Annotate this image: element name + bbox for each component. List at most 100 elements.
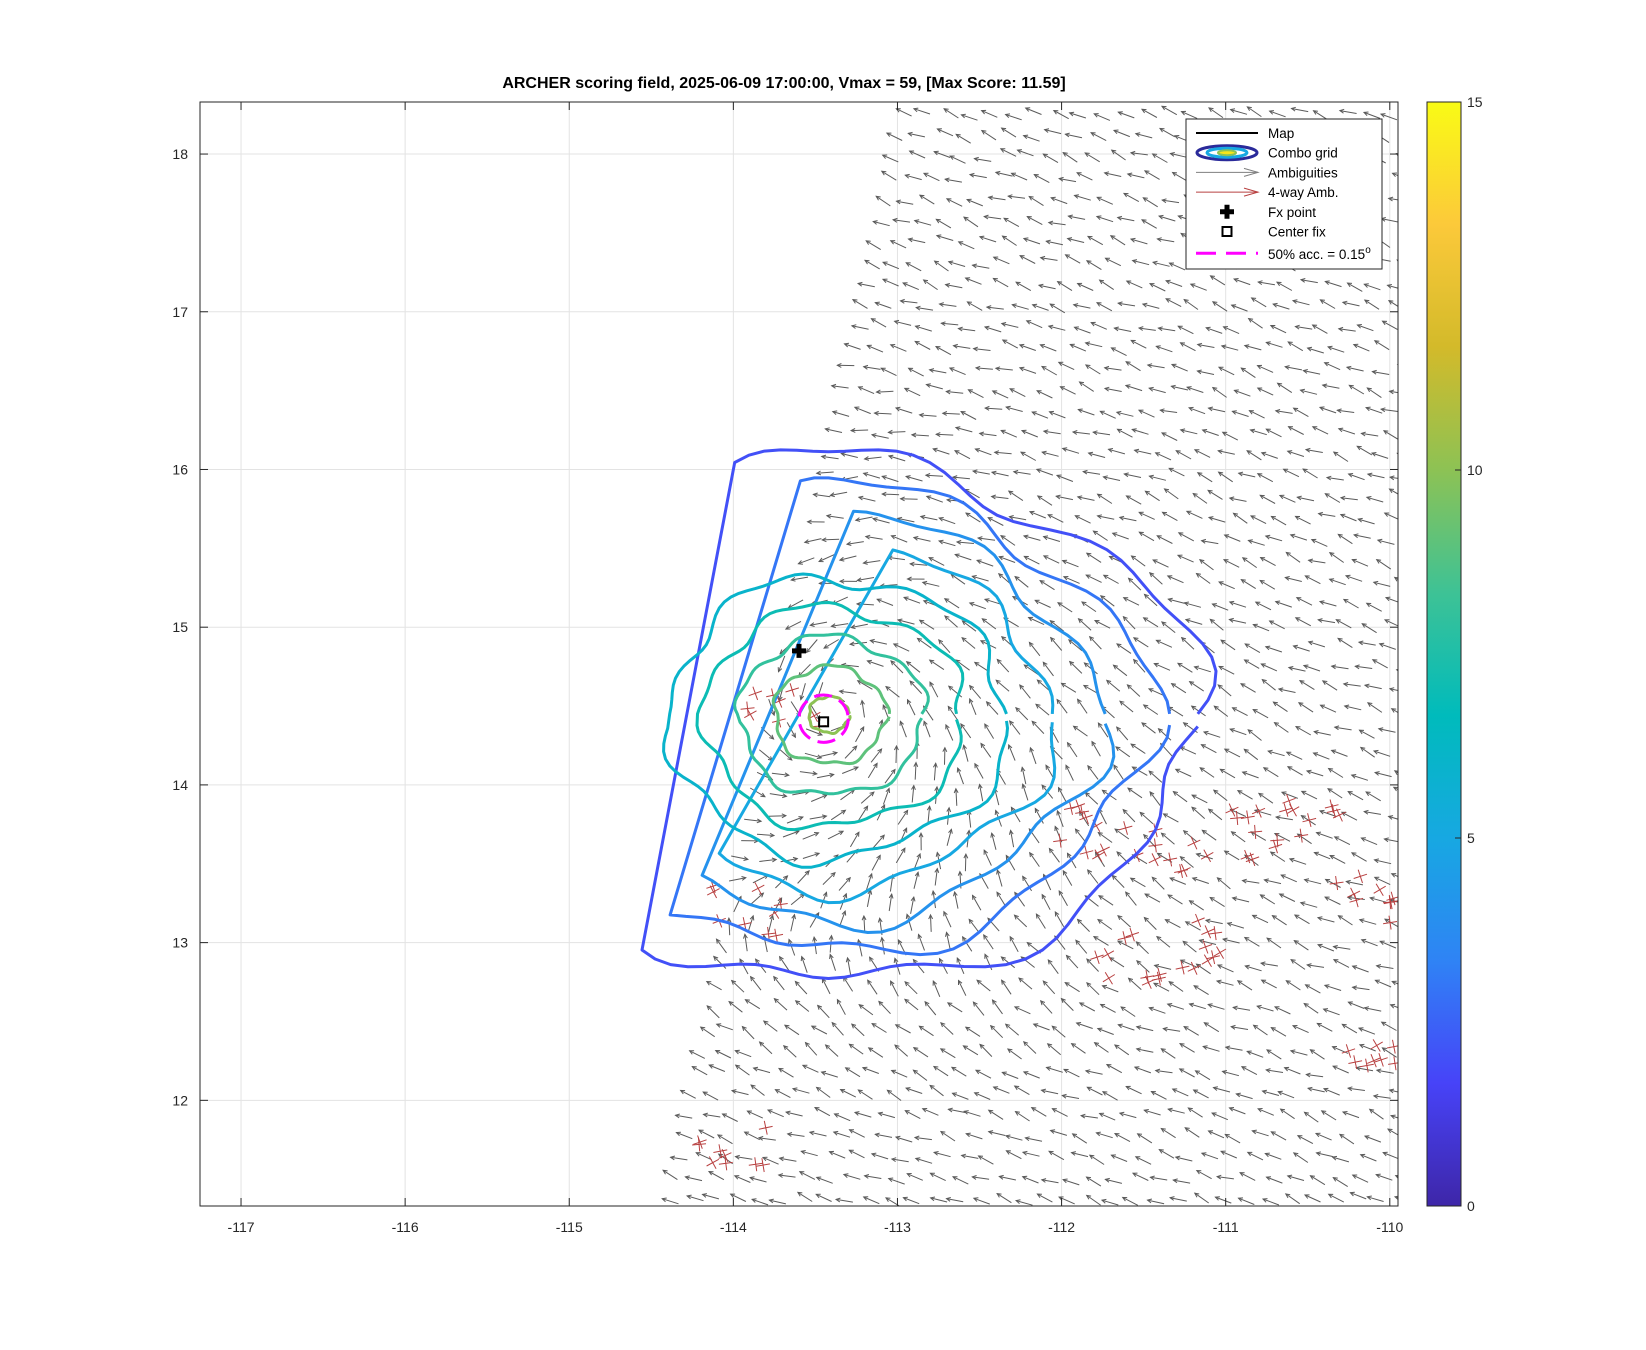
ambiguity-arrow	[1364, 811, 1381, 815]
ambiguity-arrow	[1220, 768, 1236, 779]
ambiguity-arrow	[1117, 915, 1131, 928]
ambiguity-arrowhead	[1357, 517, 1363, 523]
four-way-arrow	[1175, 965, 1190, 970]
ambiguity-arrow	[1305, 449, 1323, 453]
ambiguity-arrow	[787, 599, 804, 609]
ambiguity-arrow	[986, 306, 1004, 310]
ambiguity-arrow	[1306, 1074, 1324, 1078]
ambiguity-arrow	[751, 1198, 769, 1206]
ambiguity-arrow	[826, 515, 844, 519]
ambiguity-arrow	[847, 957, 852, 975]
ambiguity-arrowhead	[1095, 1131, 1101, 1137]
ambiguity-arrow	[1286, 551, 1301, 563]
ambiguity-arrow	[1325, 281, 1342, 288]
ambiguity-arrowhead	[990, 470, 997, 476]
ambiguity-arrow	[1162, 511, 1178, 522]
ambiguity-arrow	[1318, 619, 1336, 624]
ambiguity-arrow	[936, 218, 952, 229]
ambiguity-arrowhead	[1032, 1023, 1039, 1028]
ambiguity-arrowhead	[1303, 1111, 1309, 1117]
ambiguity-arrow	[870, 748, 882, 763]
ambiguity-arrow	[1072, 1133, 1088, 1144]
ambiguity-arrowhead	[983, 325, 990, 331]
ambiguity-arrow	[1288, 426, 1304, 435]
ambiguity-arrow	[839, 690, 857, 694]
ambiguity-arrowhead	[890, 768, 896, 774]
ambiguity-arrowhead	[862, 560, 868, 565]
ambiguity-arrow	[1015, 1111, 1030, 1122]
ambiguity-arrow	[1067, 742, 1078, 758]
ambiguity-arrowhead	[1287, 426, 1294, 431]
ambiguity-arrowhead	[1372, 580, 1379, 586]
ambiguity-arrowhead	[1228, 1107, 1235, 1112]
ambiguity-arrow	[802, 832, 819, 840]
ambiguity-arrowhead	[1129, 877, 1136, 883]
ambiguity-arrowhead	[1221, 937, 1228, 943]
ambiguity-arrowhead	[773, 997, 779, 1004]
ambiguity-arrowhead	[905, 1087, 911, 1092]
ambiguity-arrow	[946, 829, 952, 846]
ambiguity-arrowhead	[1265, 341, 1271, 346]
ambiguity-arrowhead	[1127, 577, 1134, 583]
ambiguity-arrow	[1159, 127, 1176, 138]
ambiguity-arrow	[814, 1107, 831, 1117]
ambiguity-arrowhead	[1377, 727, 1384, 732]
ambiguity-arrow	[1294, 940, 1309, 951]
ambiguity-arrowhead	[1094, 851, 1100, 857]
ambiguity-arrowhead	[1110, 1154, 1116, 1159]
x-tick-label: -112	[1048, 1219, 1075, 1235]
ambiguity-arrow	[958, 328, 976, 332]
ambiguity-arrow	[1262, 1090, 1280, 1096]
ambiguity-arrowhead	[862, 1196, 869, 1201]
ambiguity-arrow	[1317, 1022, 1333, 1032]
ambiguity-arrowhead	[1074, 515, 1080, 520]
ambiguity-arrowhead	[1045, 1066, 1052, 1071]
ambiguity-arrow	[1135, 1156, 1152, 1165]
ambiguity-arrowhead	[1028, 510, 1035, 516]
ambiguity-arrowhead	[1037, 283, 1044, 289]
ambiguity-arrow	[1364, 1135, 1382, 1143]
ambiguity-arrow	[986, 701, 999, 715]
ambiguity-arrow	[825, 1044, 839, 1057]
ambiguity-arrow	[994, 451, 1012, 455]
ambiguity-arrow	[1168, 1108, 1185, 1114]
center-fix-marker	[818, 716, 830, 728]
ambiguity-arrow	[906, 661, 921, 673]
ambiguity-arrowhead	[750, 1084, 756, 1090]
ambiguity-arrow	[941, 322, 959, 326]
ambiguity-arrowhead	[946, 806, 952, 813]
ambiguity-arrow	[1315, 1132, 1332, 1141]
ambiguity-arrowhead	[1337, 326, 1344, 332]
ambiguity-arrowhead	[1015, 281, 1021, 287]
ambiguity-arrowhead	[1076, 282, 1083, 288]
legend-fx-plus	[1220, 204, 1234, 219]
ambiguity-arrow	[1175, 450, 1192, 460]
ambiguity-arrowhead	[961, 636, 967, 643]
ambiguity-arrowhead	[996, 658, 1002, 664]
ambiguity-arrow	[858, 1004, 874, 1016]
ambiguity-arrow	[1261, 452, 1278, 459]
ambiguity-arrowhead	[851, 299, 858, 304]
ambiguity-arrowhead	[1131, 1172, 1138, 1178]
ambiguity-arrow	[1119, 1112, 1137, 1119]
ambiguity-arrow	[1278, 1091, 1295, 1099]
ambiguity-arrowhead	[907, 367, 914, 373]
score-contour	[695, 601, 965, 832]
ambiguity-arrowhead	[1158, 1149, 1164, 1154]
ambiguity-arrow	[1085, 792, 1099, 805]
ambiguity-arrow	[1307, 964, 1325, 968]
ambiguity-arrowhead	[815, 1086, 822, 1092]
ambiguity-arrow	[1185, 619, 1203, 625]
ambiguity-arrowhead	[830, 383, 837, 389]
legend-label: Combo grid	[1268, 146, 1338, 161]
four-way-arrow	[718, 1152, 732, 1159]
ambiguity-arrowhead	[973, 156, 979, 162]
ambiguity-arrow	[975, 367, 993, 370]
ambiguity-arrow	[1111, 1154, 1128, 1162]
ambiguity-arrow	[1249, 410, 1265, 419]
ambiguity-arrowhead	[1150, 1090, 1156, 1096]
ambiguity-arrowhead	[1057, 602, 1063, 607]
ambiguity-arrow	[1179, 1068, 1195, 1078]
ambiguity-arrow	[1124, 473, 1142, 478]
ambiguity-arrow	[1257, 1108, 1274, 1116]
